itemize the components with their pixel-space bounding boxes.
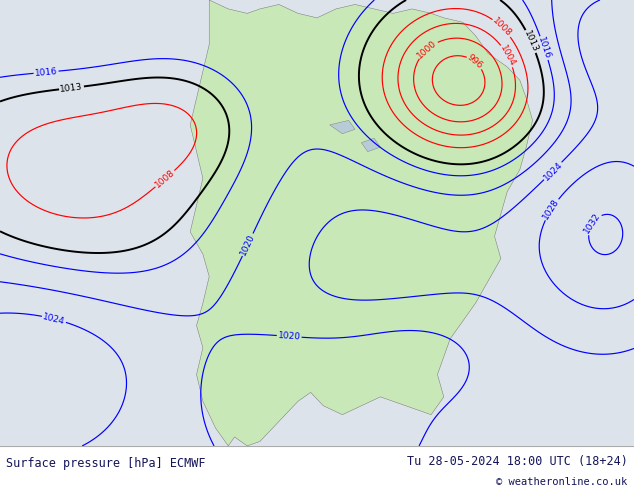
Text: 1028: 1028 <box>541 197 561 221</box>
Polygon shape <box>361 138 380 151</box>
Text: 996: 996 <box>465 53 484 71</box>
Text: 1013: 1013 <box>60 82 84 94</box>
Text: Surface pressure [hPa] ECMWF: Surface pressure [hPa] ECMWF <box>6 457 206 470</box>
Text: 1008: 1008 <box>491 16 514 39</box>
Text: Tu 28-05-2024 18:00 UTC (18+24): Tu 28-05-2024 18:00 UTC (18+24) <box>407 455 628 468</box>
Text: 1016: 1016 <box>34 67 58 78</box>
Text: 1024: 1024 <box>42 312 66 326</box>
Polygon shape <box>190 0 533 446</box>
Text: 1020: 1020 <box>278 331 301 342</box>
Text: 1016: 1016 <box>536 36 552 60</box>
Text: 1032: 1032 <box>583 212 602 236</box>
Text: 1004: 1004 <box>498 44 517 68</box>
Text: 1024: 1024 <box>541 160 564 182</box>
Text: 1013: 1013 <box>522 29 540 54</box>
Polygon shape <box>330 121 355 134</box>
Text: © weatheronline.co.uk: © weatheronline.co.uk <box>496 477 628 487</box>
Text: 1008: 1008 <box>153 168 177 190</box>
Text: 1020: 1020 <box>239 232 257 257</box>
Text: 1000: 1000 <box>416 38 439 60</box>
